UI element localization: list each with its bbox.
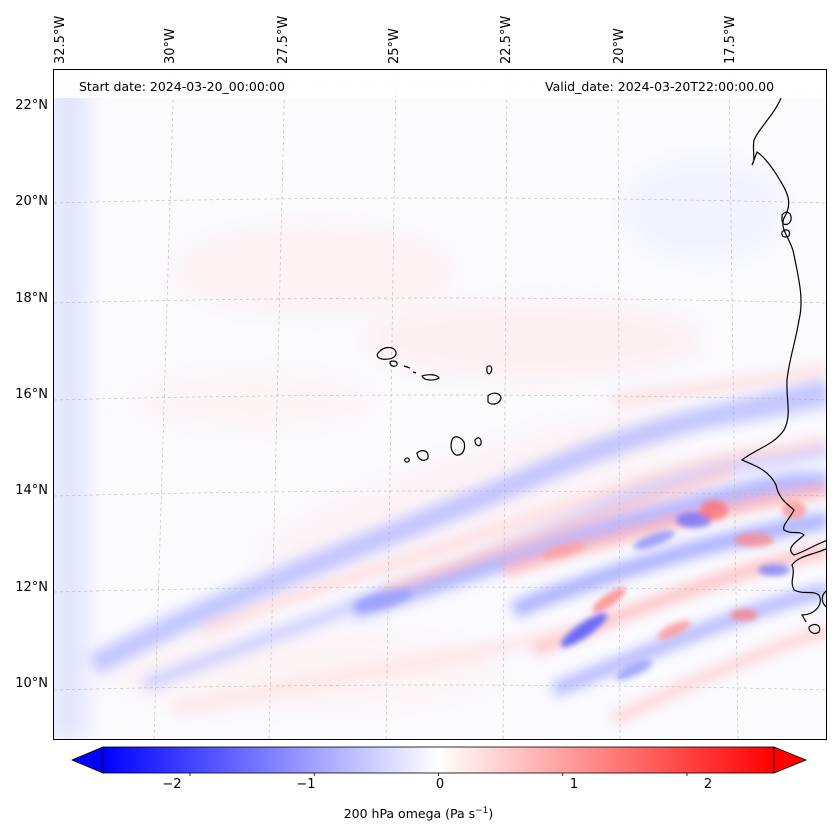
cape-verde-islands xyxy=(376,346,502,463)
lat-label: 10°N xyxy=(15,676,48,691)
colorbar xyxy=(70,746,808,776)
colorbar-max-extend xyxy=(773,746,808,774)
lon-label: 30°W xyxy=(163,28,178,64)
colorbar-tick-label: 0 xyxy=(435,777,445,792)
lon-label: 20°W xyxy=(612,28,627,64)
colorbar-tick-label: 1 xyxy=(569,777,579,792)
lat-label: 18°N xyxy=(15,291,48,306)
lat-label: 22°N xyxy=(15,98,48,113)
colorbar-tick-label: −1 xyxy=(296,777,316,792)
colorbar-label: 200 hPa omega (Pa s−1) xyxy=(343,806,494,822)
lat-label: 16°N xyxy=(15,387,48,402)
lon-label: 22.5°W xyxy=(499,15,514,64)
lat-label: 20°N xyxy=(15,194,48,209)
omega-field-map xyxy=(54,70,826,739)
lon-label: 27.5°W xyxy=(276,15,291,64)
start-date-label: Start date: 2024-03-20_00:00:00 xyxy=(79,79,285,94)
header-strip xyxy=(54,70,826,98)
lon-label: 25°W xyxy=(387,28,402,64)
lon-label: 17.5°W xyxy=(723,15,738,64)
coastline xyxy=(740,97,826,623)
lon-label: 32.5°W xyxy=(53,15,68,64)
colorbar-min-extend xyxy=(70,746,104,774)
lat-label: 12°N xyxy=(15,580,48,595)
valid-date-label: Valid_date: 2024-03-20T22:00:00.00 xyxy=(545,79,775,94)
colorbar-tick-label: 2 xyxy=(703,777,713,792)
colorbar-tick-label: −2 xyxy=(162,777,182,792)
map-panel[interactable] xyxy=(53,69,827,740)
colorbar-gradient xyxy=(102,746,775,774)
lat-label: 14°N xyxy=(15,483,48,498)
colorbar-tick-marks xyxy=(189,773,688,776)
field-bands xyxy=(88,365,826,725)
field-cells xyxy=(354,500,806,681)
coastal-islands xyxy=(781,211,821,634)
